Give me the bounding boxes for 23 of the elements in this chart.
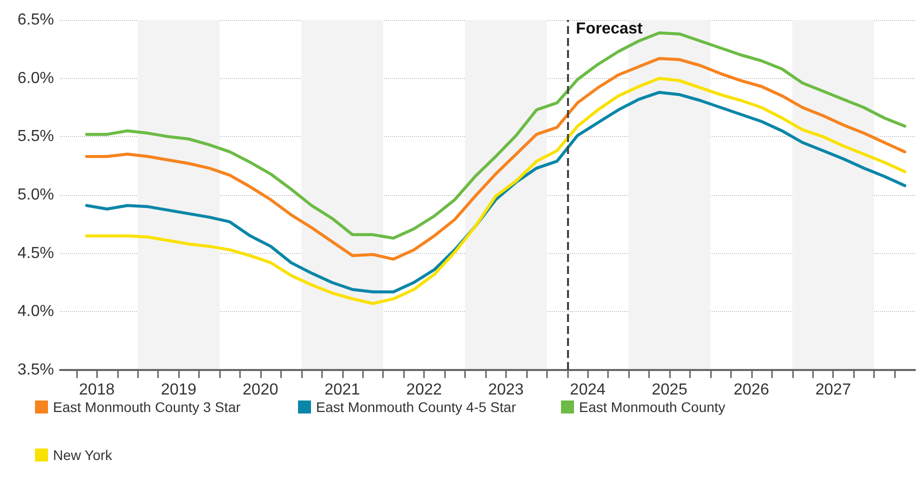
y-tick-label: 6.0% xyxy=(18,70,54,87)
ref-line-label: Forecast xyxy=(576,20,644,38)
x-tick-label: 2023 xyxy=(488,382,524,398)
y-tick-label: 5.0% xyxy=(18,186,54,204)
x-tick-label: 2021 xyxy=(324,382,360,398)
y-tick-label: 4.5% xyxy=(18,244,54,262)
x-tick-label: 2022 xyxy=(406,382,442,398)
x-tick-label: 2024 xyxy=(570,382,606,398)
legend-label: East Monmouth County 4-5 Star xyxy=(316,399,516,415)
line-series xyxy=(85,57,906,261)
x-tick-label: 2018 xyxy=(79,382,115,398)
x-tick-label: 2020 xyxy=(242,382,278,398)
x-tick-label: 2019 xyxy=(160,382,197,398)
y-tick-label: 3.5% xyxy=(18,362,54,378)
y-tick-label: 4.0% xyxy=(18,303,54,320)
x-tick-label: 2026 xyxy=(734,382,770,398)
y-tick-label: 5.5% xyxy=(18,128,54,146)
legend-label: New York xyxy=(53,447,114,463)
y-tick-label: 6.5% xyxy=(18,12,54,28)
x-tick-label: 2027 xyxy=(815,382,852,398)
x-tick-label: 2025 xyxy=(652,382,688,398)
legend-label: East Monmouth County 3 Star xyxy=(53,399,241,415)
legend-label: East Monmouth County xyxy=(579,399,726,415)
